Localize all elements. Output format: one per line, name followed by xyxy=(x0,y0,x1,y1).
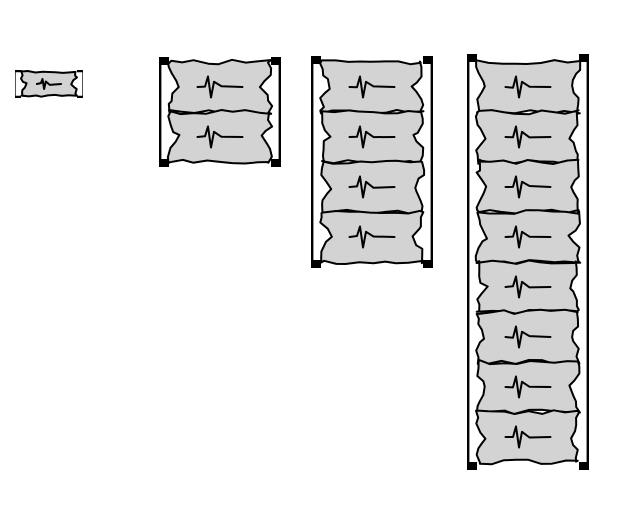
diagram-svg xyxy=(0,0,640,515)
block xyxy=(476,60,580,114)
column-col-4 xyxy=(467,54,589,470)
bracket-right xyxy=(77,70,83,98)
block xyxy=(476,310,579,364)
block xyxy=(320,211,424,264)
bracket-left xyxy=(159,57,169,167)
bracket-right xyxy=(271,57,281,167)
bracket-right xyxy=(423,56,433,268)
block xyxy=(320,60,423,113)
column-col-2 xyxy=(159,57,281,167)
column-col-3 xyxy=(311,56,433,268)
diagram-stage xyxy=(0,0,640,515)
block xyxy=(321,110,424,164)
column-col-1 xyxy=(15,70,83,98)
block xyxy=(476,210,580,264)
block xyxy=(168,60,272,114)
block xyxy=(476,110,579,164)
block xyxy=(477,160,579,214)
bracket-left xyxy=(311,56,321,268)
bracket-left xyxy=(15,70,21,98)
